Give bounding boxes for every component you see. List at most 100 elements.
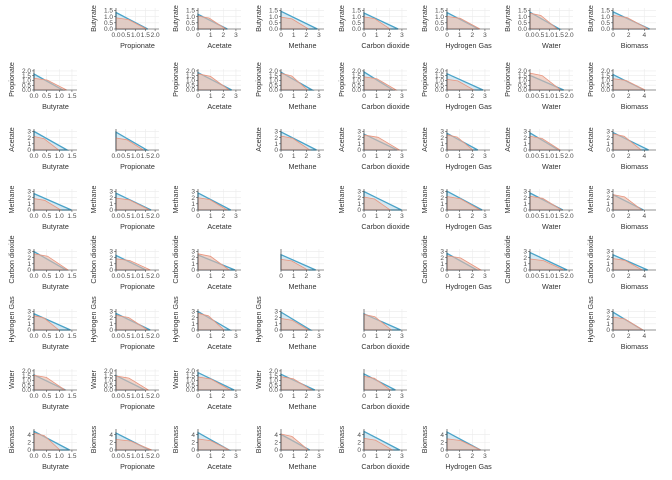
x-tick-label: 2 <box>470 453 474 460</box>
y-tick-label: 0.0 <box>435 26 444 33</box>
y-tick-label: 0 <box>27 147 31 154</box>
y-tick-label: 0 <box>27 207 31 214</box>
x-tick-label: 0 <box>445 273 449 280</box>
x-tick-label: 2 <box>627 213 631 220</box>
y-tick-label: 0.0 <box>269 87 278 94</box>
x-tick-label: 2 <box>221 393 225 400</box>
y-tick-label: 0.5 <box>435 82 444 89</box>
x-tick-label: 0 <box>362 453 366 460</box>
series-b-area <box>115 375 150 391</box>
y-tick-label: 3 <box>191 189 195 196</box>
y-tick-label: 0 <box>440 207 444 214</box>
x-axis-label: Methane <box>289 41 317 50</box>
series-b-area <box>115 17 147 30</box>
y-axis-label: Propionate <box>420 62 429 97</box>
y-tick-label: 2 <box>109 195 113 202</box>
y-axis-label: Propionate <box>503 62 512 97</box>
y-tick-label: 2.0 <box>186 368 195 375</box>
y-axis-label: Butyrate <box>337 5 346 32</box>
x-tick-label: 0.5 <box>121 153 130 160</box>
x-tick-label: 1.5 <box>555 213 564 220</box>
x-tick-label: 1.0 <box>55 453 64 460</box>
y-tick-label: 2.0 <box>435 68 444 75</box>
x-tick-label: 1.0 <box>55 333 64 340</box>
x-tick-label: 0.5 <box>535 213 544 220</box>
y-tick-label: 0.5 <box>518 82 527 89</box>
y-tick-label: 0.5 <box>22 382 31 389</box>
x-axis-label: Hydrogen Gas <box>445 102 492 111</box>
x-tick-label: 1 <box>209 333 213 340</box>
x-tick-label: 3 <box>234 273 238 280</box>
x-axis-label: Carbon dioxide <box>361 402 409 411</box>
y-tick-label: 3 <box>27 129 31 136</box>
y-axis-label: Butyrate <box>420 5 429 32</box>
x-tick-label: 2 <box>304 153 308 160</box>
y-tick-label: 0 <box>606 267 610 274</box>
x-tick-label: 1.0 <box>545 213 554 220</box>
x-tick-label: 2 <box>304 393 308 400</box>
x-axis-label: Butyrate <box>42 402 69 411</box>
x-tick-label: 0.0 <box>29 153 38 160</box>
y-tick-label: 2 <box>274 315 278 322</box>
y-tick-label: 0.5 <box>601 82 610 89</box>
x-tick-label: 0 <box>196 32 200 39</box>
y-tick-label: 2.0 <box>22 68 31 75</box>
x-tick-label: 2 <box>387 153 391 160</box>
y-axis-label: Biomass <box>337 425 346 453</box>
panel-water-vs-carbon-dioxide: 0 1 2 3 Carbon dioxide <box>361 369 410 411</box>
y-tick-label: 1 <box>523 261 527 268</box>
x-tick-label: 2 <box>304 333 308 340</box>
x-tick-label: 0 <box>362 393 366 400</box>
series-b-area <box>363 313 393 331</box>
x-tick-label: 0 <box>279 153 283 160</box>
y-tick-label: 0.5 <box>22 82 31 89</box>
y-tick-label: 1.5 <box>601 8 610 15</box>
y-tick-label: 2 <box>440 255 444 262</box>
y-axis-label: Water <box>171 369 180 389</box>
x-tick-label: 2.0 <box>565 213 574 220</box>
y-axis-label: Acetate <box>7 127 16 151</box>
y-tick-label: 0.0 <box>22 87 31 94</box>
y-tick-label: 1.0 <box>435 14 444 21</box>
y-axis-label: Butyrate <box>503 5 512 32</box>
y-tick-label: 2.0 <box>269 68 278 75</box>
x-tick-label: 2 <box>221 273 225 280</box>
x-tick-label: 3 <box>400 213 404 220</box>
y-tick-label: 1 <box>27 261 31 268</box>
x-tick-label: 3 <box>234 93 238 100</box>
y-tick-label: 0.5 <box>352 20 361 27</box>
x-axis-label: Biomass <box>621 342 649 351</box>
x-tick-label: 0.0 <box>525 273 534 280</box>
y-axis-label: Acetate <box>337 127 346 151</box>
x-tick-label: 3 <box>317 393 321 400</box>
x-tick-label: 2 <box>221 333 225 340</box>
x-tick-label: 4 <box>642 213 646 220</box>
y-tick-label: 1 <box>606 201 610 208</box>
y-tick-label: 1 <box>109 261 113 268</box>
x-tick-label: 2 <box>387 333 391 340</box>
y-tick-label: 0.0 <box>352 87 361 94</box>
x-tick-label: 2 <box>304 93 308 100</box>
series-b-area <box>529 135 562 151</box>
x-tick-label: 1.0 <box>131 213 140 220</box>
x-tick-label: 1 <box>292 453 296 460</box>
y-tick-label: 2 <box>191 195 195 202</box>
x-tick-label: 1.5 <box>67 453 76 460</box>
x-tick-label: 1 <box>209 32 213 39</box>
x-tick-label: 4 <box>642 153 646 160</box>
x-tick-label: 3 <box>483 93 487 100</box>
y-tick-label: 1 <box>440 261 444 268</box>
y-tick-label: 3 <box>523 189 527 196</box>
y-tick-label: 2 <box>27 440 31 447</box>
x-tick-label: 0.5 <box>535 93 544 100</box>
y-tick-label: 1.0 <box>104 378 113 385</box>
x-tick-label: 1.5 <box>141 453 150 460</box>
x-tick-label: 0 <box>611 213 615 220</box>
